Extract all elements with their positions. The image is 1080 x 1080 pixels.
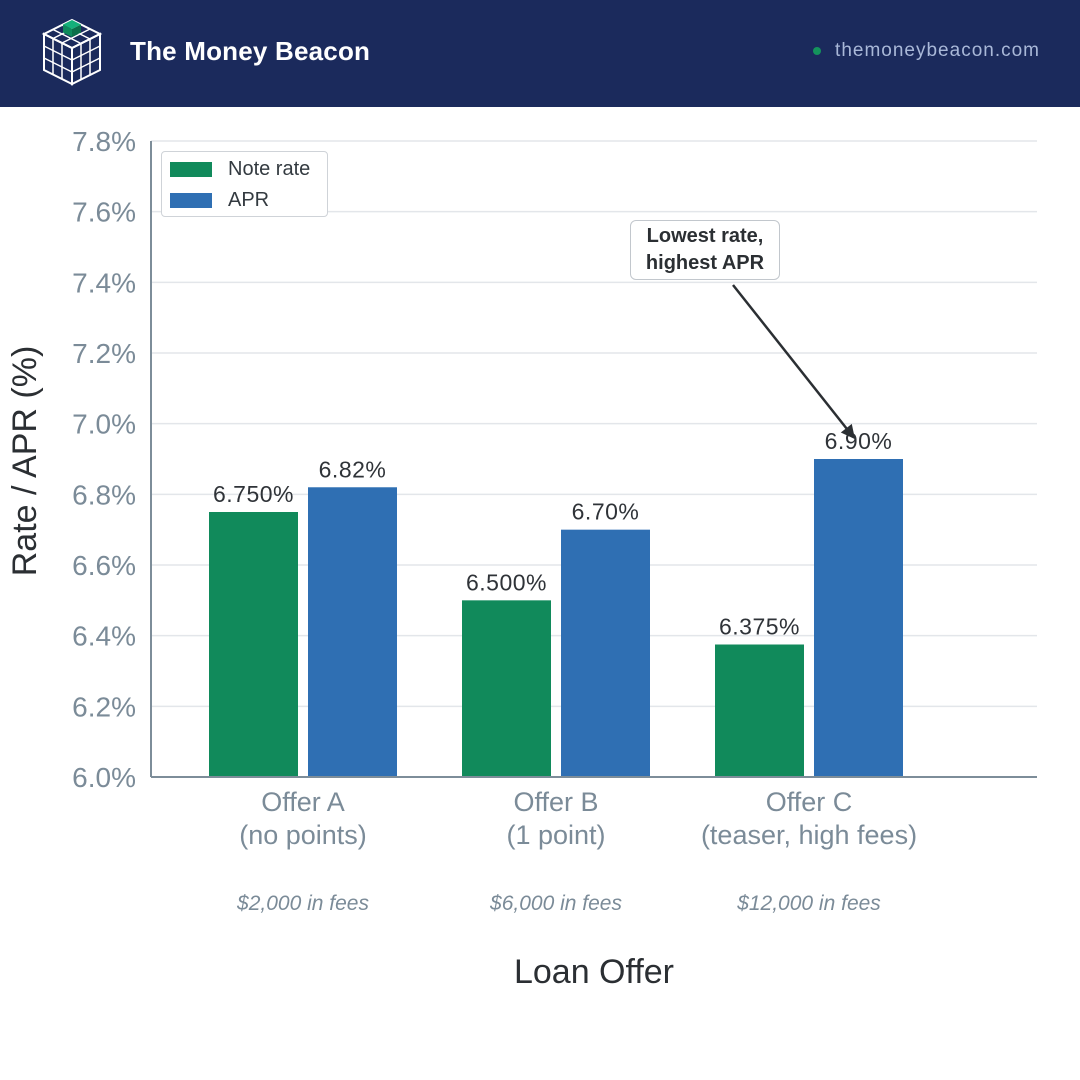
y-tick-label: 7.0% [72,409,136,440]
bar-apr [561,529,650,777]
legend-swatch-apr [170,193,212,208]
x-tick-label: Offer C [766,787,853,817]
annotation-arrowhead [840,423,855,440]
fee-note: $2,000 in fees [236,892,369,915]
x-tick-label: Offer A [261,787,345,817]
y-tick-label: 6.4% [72,621,136,652]
site-header: The Money Beacon themoneybeacon.com [0,0,1080,107]
y-tick-label: 7.6% [72,197,136,228]
data-label-note-rate: 6.500% [466,569,547,595]
annotation-line-1: Lowest rate, [646,225,764,247]
x-tick-label: (1 point) [506,820,605,850]
y-tick-label: 6.0% [72,762,136,793]
legend-label-apr: APR [228,189,270,211]
bar-note-rate [462,600,551,777]
y-tick-label: 7.2% [72,338,136,369]
bar-note-rate [715,644,804,777]
data-label-apr: 6.70% [572,499,640,525]
x-tick-label: (no points) [239,820,367,850]
y-tick-label: 7.8% [72,126,136,157]
y-tick-label: 6.2% [72,691,136,722]
bar-note-rate [209,512,298,777]
legend-label-note-rate: Note rate [228,158,311,180]
y-tick-label: 6.6% [72,550,136,581]
data-label-note-rate: 6.750% [213,481,294,507]
annotation-line-2: highest APR [645,252,765,274]
fee-note: $6,000 in fees [489,892,622,915]
bar-apr [814,459,903,777]
legend-swatch-note-rate [170,162,212,177]
annotation-arrow-line [732,284,854,437]
legend-item-note-rate: Note rate [170,158,310,181]
y-tick-label: 6.8% [72,479,136,510]
cube-grid-logo-icon [41,18,103,86]
annotation-callout: Lowest rate, highest APR [630,220,780,280]
chart-legend: Note rate APR [161,151,328,217]
x-tick-label: (teaser, high fees) [701,820,917,850]
bar-apr [308,487,397,777]
site-url-text: themoneybeacon.com [835,40,1040,61]
x-tick-label: Offer B [513,787,598,817]
data-label-apr: 6.90% [825,428,893,454]
brand-name: The Money Beacon [130,36,371,66]
rate-apr-bar-chart: 6.0% 6.2% 6.4% 6.6% 6.8% 7.0% 7.2% 7.4% 7.6% 7.8%… [6,126,1037,991]
data-label-note-rate: 6.375% [719,614,800,640]
site-url[interactable]: themoneybeacon.com [813,40,1040,62]
y-axis-title: Rate / APR (%) [6,346,44,577]
x-axis-title: Loan Offer [514,953,674,991]
fee-note: $12,000 in fees [736,892,881,915]
legend-item-apr: APR [170,189,269,212]
dot-icon [813,47,822,55]
data-label-apr: 6.82% [319,456,387,482]
y-tick-label: 7.4% [72,267,136,298]
